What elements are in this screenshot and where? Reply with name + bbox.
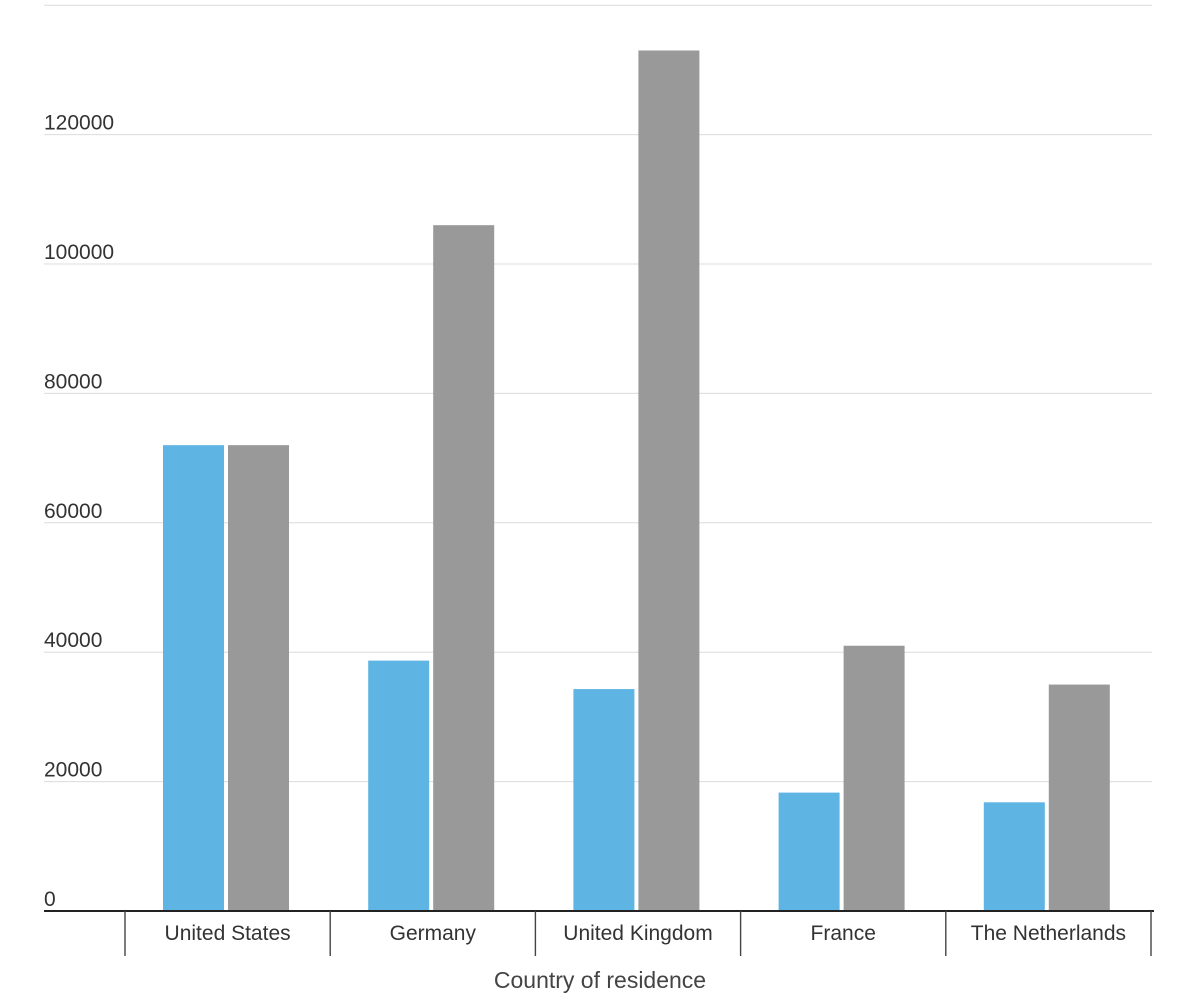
bar-gray [433,225,495,911]
bar-gray [1048,684,1110,911]
x-axis-title: Country of residence [494,967,706,993]
bar-gray [843,645,905,911]
bar-blue [573,689,635,911]
bar-blue [778,792,840,911]
y-axis-ticks: 0 20000 40000 60000 80000 100000 120000 [44,112,114,911]
y-tick-label: 20000 [44,759,102,782]
bar-blue [983,802,1045,911]
bars [163,50,1110,912]
bar-gray [228,445,289,911]
bar-blue [368,660,430,911]
x-tick-label: United States [165,922,291,945]
y-tick-label: 120000 [44,112,114,135]
y-tick-label: 0 [44,888,56,911]
x-tick-label: France [811,922,876,945]
y-tick-label: 100000 [44,241,114,264]
x-tick-label: The Netherlands [971,922,1126,945]
y-tick-label: 80000 [44,370,102,393]
x-axis-categories: United States Germany United Kingdom France… [165,922,1126,945]
bar-gray [638,50,700,912]
x-tick-label: Germany [390,922,477,945]
y-tick-label: 40000 [44,629,102,652]
x-tick-label: United Kingdom [563,922,712,945]
x-axis [44,910,1154,956]
y-tick-label: 60000 [44,500,102,523]
bar-blue [163,445,224,911]
